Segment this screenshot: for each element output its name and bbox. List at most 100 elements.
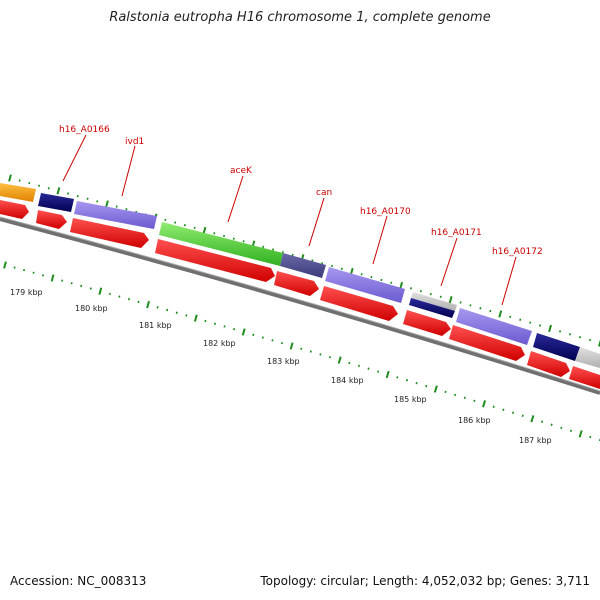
minor-tick [89, 287, 92, 290]
minor-tick [425, 384, 428, 388]
minor-tick [156, 306, 159, 309]
minor-tick [540, 420, 544, 423]
minor-tick [47, 187, 50, 190]
minor-tick [429, 292, 432, 296]
minor-tick [175, 311, 178, 314]
feature-slate-can [280, 253, 326, 278]
minor-tick [396, 376, 399, 379]
minor-tick [390, 281, 393, 284]
minor-tick [233, 327, 236, 331]
minor-tick [28, 181, 31, 185]
minor-tick [419, 289, 422, 293]
minor-tick [271, 339, 274, 342]
minor-tick [409, 287, 413, 290]
minor-tick [589, 435, 592, 439]
major-tick [482, 400, 487, 408]
minor-tick [223, 325, 226, 328]
minor-tick [380, 278, 383, 282]
minor-tick [463, 396, 466, 400]
minor-tick [213, 322, 217, 325]
minor-tick [439, 295, 442, 299]
feature-navy-a0171 [409, 298, 455, 318]
minor-tick [415, 381, 418, 385]
minor-tick [521, 414, 524, 417]
minor-tick [377, 370, 380, 373]
minor-tick [550, 423, 553, 426]
major-tick [289, 342, 294, 350]
minor-tick [348, 361, 351, 365]
kbp-label: 179 kbp [10, 288, 43, 297]
kbp-label: 183 kbp [267, 357, 300, 366]
minor-tick [367, 367, 370, 370]
feature-purple-ivd1 [74, 201, 157, 229]
minor-tick [469, 304, 472, 307]
minor-tick [559, 330, 562, 333]
kbp-label: 181 kbp [139, 321, 172, 330]
minor-tick [61, 279, 64, 282]
feature-purple-a0172 [456, 308, 532, 345]
feature-navy-end [533, 333, 580, 361]
minor-tick [185, 314, 188, 317]
gene-label-ivd1: ivd1 [125, 137, 144, 147]
cds-arrow [274, 271, 319, 296]
cds-arrow [569, 366, 600, 389]
minor-tick [86, 197, 89, 200]
major-tick [385, 370, 390, 379]
major-tick [598, 339, 600, 347]
minor-tick [13, 266, 16, 269]
minor-tick [509, 315, 512, 319]
minor-tick [252, 333, 255, 336]
minor-tick [222, 234, 226, 238]
major-tick [498, 310, 503, 318]
minor-tick [108, 292, 111, 296]
minor-tick [125, 208, 128, 211]
gene-label-h16-a0172: h16_A0172 [492, 247, 543, 257]
minor-tick [329, 356, 332, 359]
kbp-label: 184 kbp [331, 376, 364, 385]
minor-tick [137, 300, 140, 304]
cds-arrow [527, 351, 570, 377]
feature-grey-a0171 [411, 292, 457, 311]
minor-tick [511, 411, 515, 414]
minor-tick [32, 271, 35, 274]
minor-tick [459, 301, 462, 304]
upper-feature-lane [0, 183, 600, 368]
minor-tick [560, 426, 563, 430]
major-tick [530, 415, 535, 423]
major-tick [433, 385, 438, 393]
minor-tick [118, 295, 121, 298]
minor-tick [319, 353, 322, 356]
kbp-label: 186 kbp [458, 416, 491, 425]
major-tick [3, 261, 7, 269]
feature-navy-ivd [38, 193, 74, 212]
minor-tick [444, 390, 447, 394]
major-tick [50, 274, 55, 282]
minor-tick [360, 273, 363, 276]
minor-tick [529, 321, 532, 324]
minor-tick [242, 240, 245, 243]
minor-tick [281, 251, 284, 254]
minor-tick [569, 429, 573, 433]
minor-tick [272, 248, 275, 251]
minor-tick [331, 264, 334, 268]
kbp-label: 187 kbp [519, 436, 552, 445]
minor-tick [23, 268, 26, 272]
major-tick [548, 324, 552, 333]
major-tick [448, 296, 453, 304]
kbp-label: 185 kbp [394, 395, 427, 404]
leader-lines [62, 134, 517, 306]
minor-tick [370, 275, 373, 279]
major-tick [193, 314, 198, 322]
minor-tick [588, 338, 592, 342]
outer-tick-ruler [8, 174, 600, 347]
inner-tick-ruler [3, 261, 600, 442]
minor-tick [70, 282, 73, 285]
major-tick [578, 430, 583, 438]
major-tick [146, 300, 150, 309]
minor-tick [405, 379, 409, 382]
minor-tick [502, 408, 505, 411]
minor-tick [213, 232, 216, 235]
gene-label-can: can [316, 188, 332, 198]
cds-lane [0, 200, 600, 389]
